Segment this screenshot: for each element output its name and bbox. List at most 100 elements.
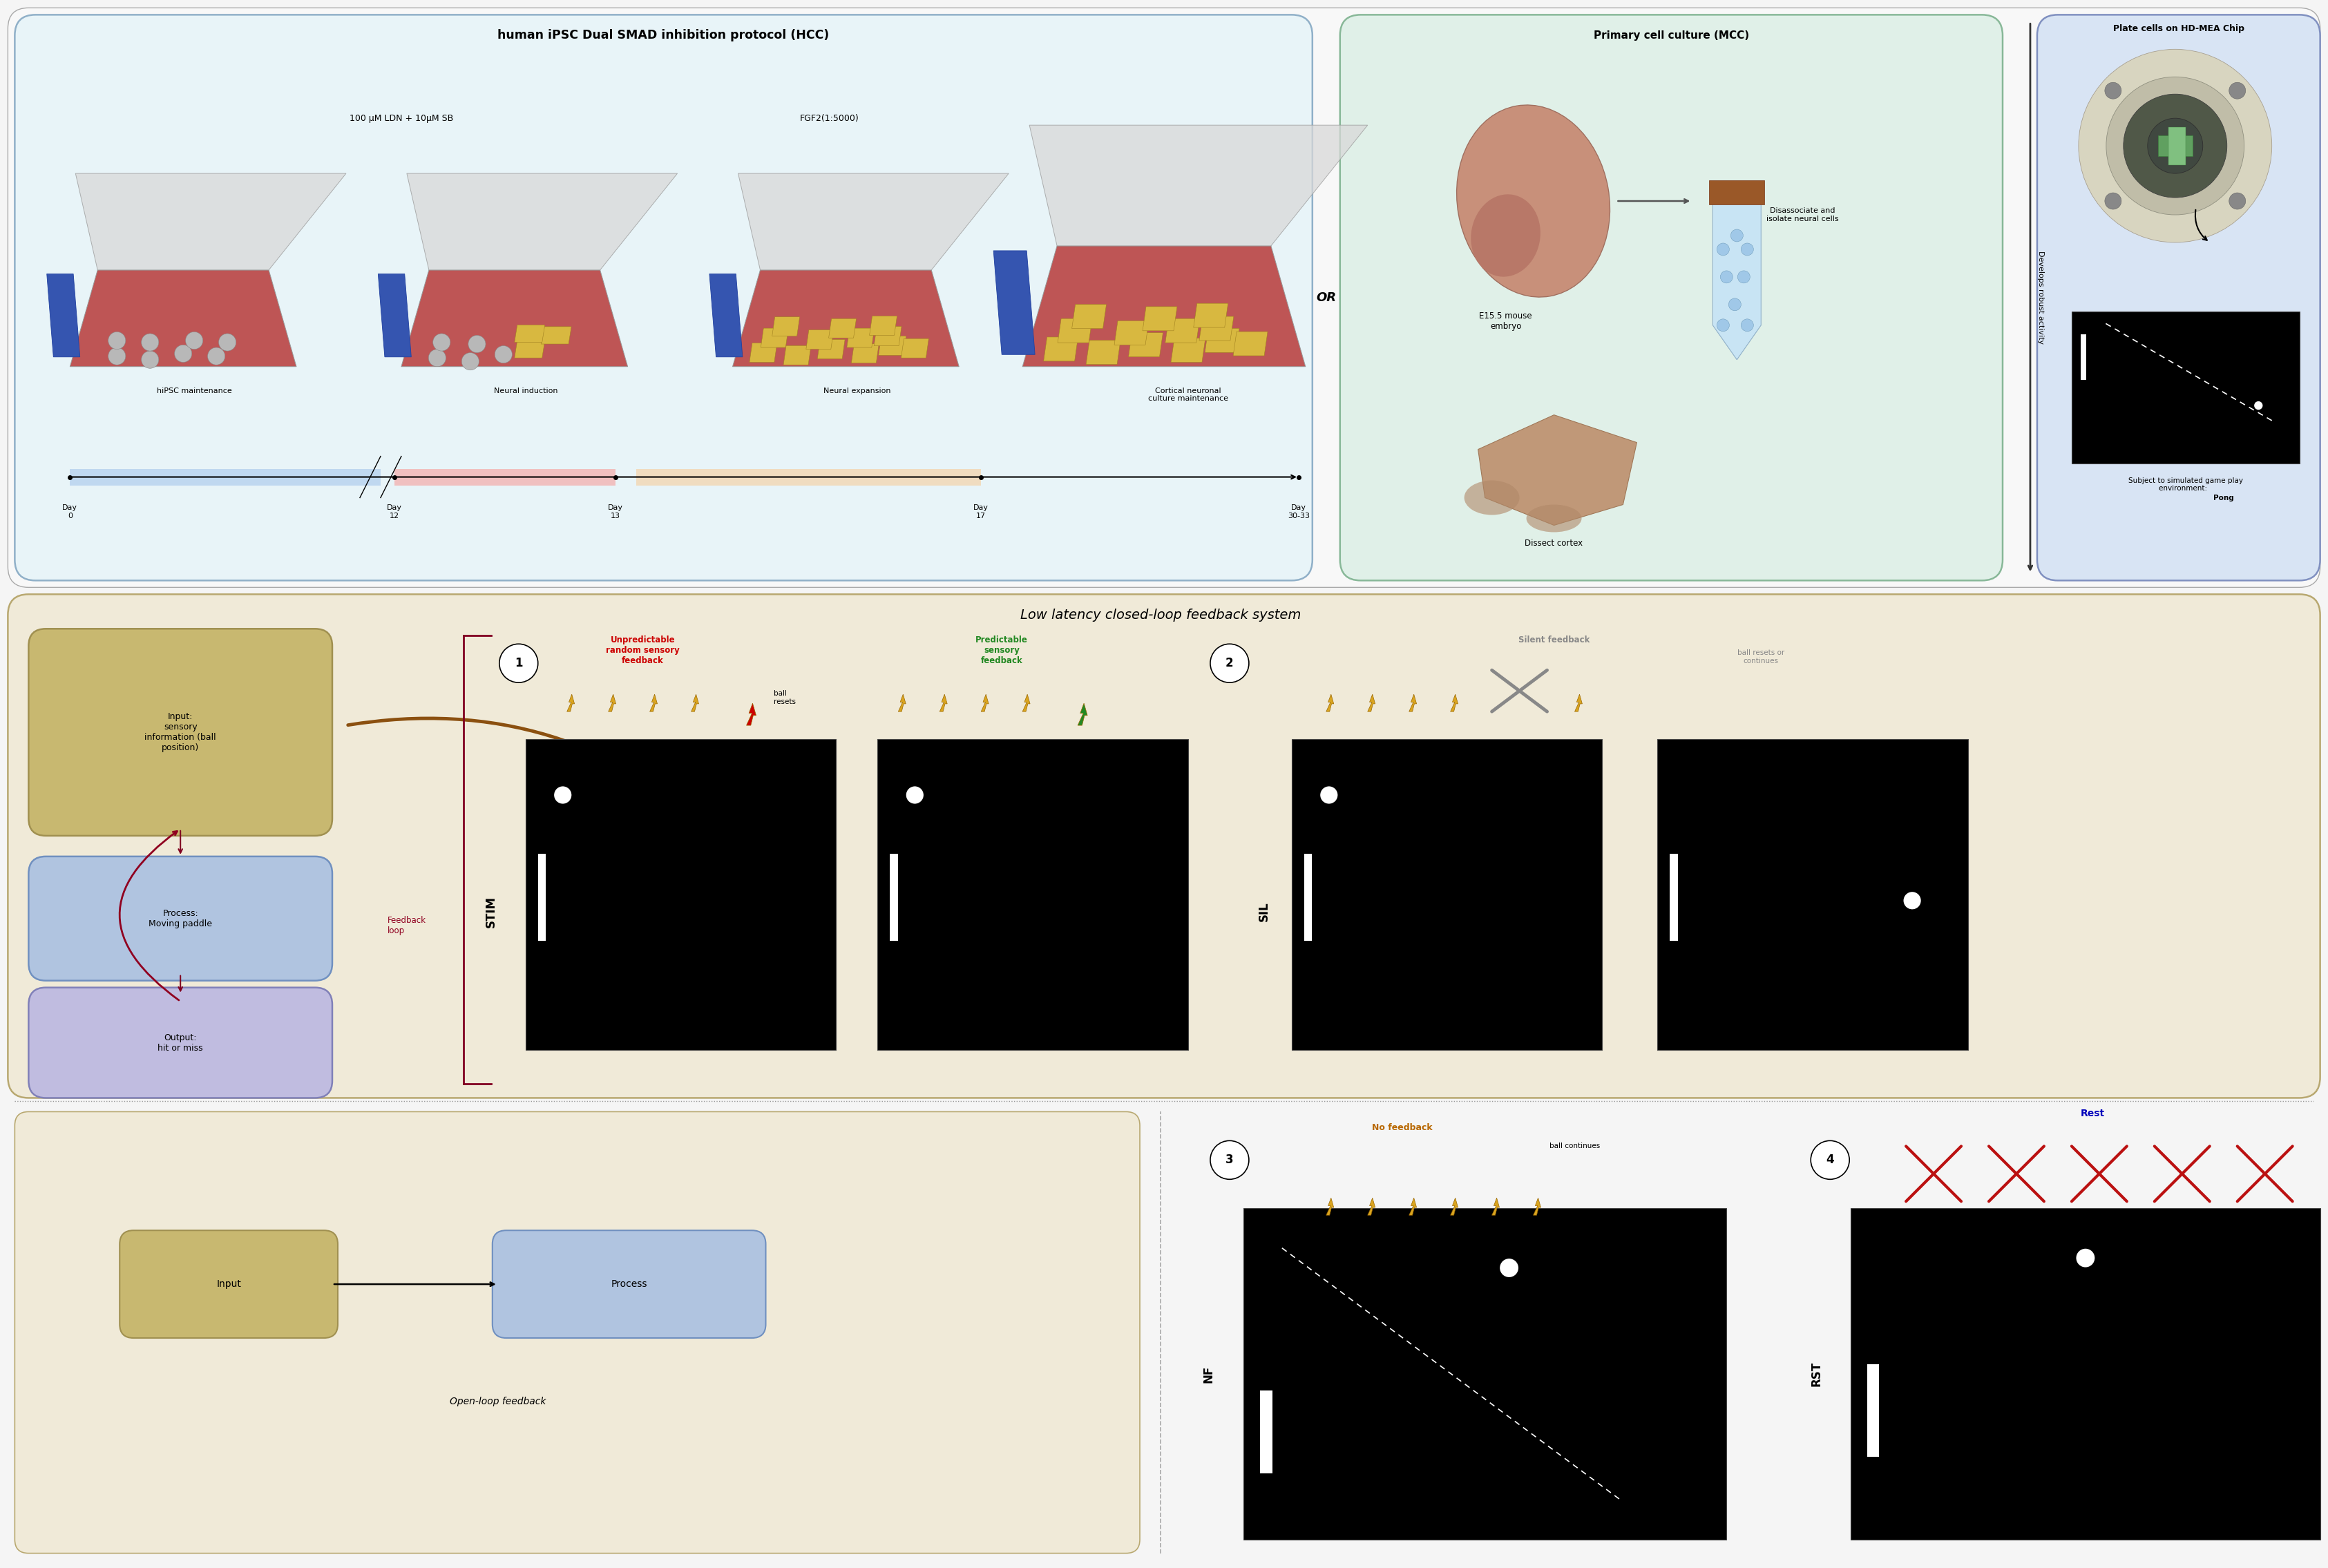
Circle shape bbox=[906, 786, 924, 804]
FancyBboxPatch shape bbox=[7, 594, 2321, 1098]
Polygon shape bbox=[608, 695, 617, 712]
Ellipse shape bbox=[1527, 505, 1581, 532]
Circle shape bbox=[1716, 318, 1730, 331]
Text: Input:
sensory
information (ball
position): Input: sensory information (ball positio… bbox=[144, 712, 217, 753]
Polygon shape bbox=[1408, 695, 1415, 712]
Circle shape bbox=[1211, 1140, 1248, 1179]
Polygon shape bbox=[1367, 695, 1376, 712]
FancyBboxPatch shape bbox=[28, 988, 333, 1098]
Polygon shape bbox=[773, 317, 801, 336]
FancyBboxPatch shape bbox=[7, 8, 2321, 588]
Circle shape bbox=[2123, 94, 2228, 198]
Circle shape bbox=[2254, 401, 2263, 409]
Text: 1: 1 bbox=[514, 657, 521, 670]
Text: Neural expansion: Neural expansion bbox=[824, 387, 892, 394]
Text: Day
0: Day 0 bbox=[63, 505, 77, 519]
Ellipse shape bbox=[1457, 105, 1611, 296]
Polygon shape bbox=[1206, 328, 1238, 353]
Text: SIL: SIL bbox=[1257, 902, 1271, 922]
Text: Neural induction: Neural induction bbox=[494, 387, 556, 394]
Text: ball resets or
continues: ball resets or continues bbox=[1737, 649, 1786, 665]
Bar bbox=[1867, 1364, 1879, 1457]
Polygon shape bbox=[994, 251, 1036, 354]
Circle shape bbox=[433, 334, 449, 351]
Polygon shape bbox=[650, 695, 656, 712]
Text: Day
30-33: Day 30-33 bbox=[1287, 505, 1311, 519]
Circle shape bbox=[142, 334, 158, 351]
Polygon shape bbox=[1367, 1198, 1376, 1215]
Polygon shape bbox=[1450, 1198, 1457, 1215]
Polygon shape bbox=[1085, 340, 1120, 364]
Circle shape bbox=[1741, 243, 1753, 256]
Polygon shape bbox=[761, 328, 789, 348]
Polygon shape bbox=[747, 704, 757, 726]
Polygon shape bbox=[980, 695, 989, 712]
Circle shape bbox=[1741, 318, 1753, 331]
Circle shape bbox=[2107, 77, 2244, 215]
Bar bbox=[1259, 1391, 1273, 1474]
Polygon shape bbox=[568, 695, 575, 712]
Polygon shape bbox=[1574, 695, 1583, 712]
Bar bbox=[538, 855, 545, 941]
Circle shape bbox=[1730, 298, 1741, 310]
Polygon shape bbox=[710, 274, 743, 358]
Text: Rest: Rest bbox=[2081, 1109, 2105, 1118]
Polygon shape bbox=[901, 339, 929, 358]
Text: Disassociate and
isolate neural cells: Disassociate and isolate neural cells bbox=[1767, 207, 1839, 223]
Text: 2: 2 bbox=[1225, 657, 1234, 670]
Polygon shape bbox=[47, 274, 79, 358]
Bar bbox=[636, 469, 980, 485]
FancyBboxPatch shape bbox=[28, 856, 333, 980]
Polygon shape bbox=[1171, 339, 1206, 362]
FancyBboxPatch shape bbox=[28, 629, 333, 836]
Bar bbox=[1709, 180, 1765, 204]
Text: hiPSC maintenance: hiPSC maintenance bbox=[156, 387, 233, 394]
Polygon shape bbox=[829, 318, 857, 339]
Text: Day
17: Day 17 bbox=[973, 505, 989, 519]
Circle shape bbox=[2077, 1248, 2095, 1267]
Text: 3: 3 bbox=[1225, 1154, 1234, 1167]
Polygon shape bbox=[1450, 695, 1457, 712]
Polygon shape bbox=[407, 174, 677, 270]
Polygon shape bbox=[1129, 332, 1164, 358]
Polygon shape bbox=[1327, 1198, 1334, 1215]
Bar bbox=[2072, 312, 2300, 463]
Polygon shape bbox=[873, 326, 901, 347]
Text: Unpredictable
random sensory
feedback: Unpredictable random sensory feedback bbox=[605, 635, 680, 665]
Text: NF: NF bbox=[1204, 1366, 1215, 1383]
Bar bbox=[1851, 1209, 2321, 1540]
Polygon shape bbox=[1234, 331, 1269, 356]
Polygon shape bbox=[868, 317, 896, 336]
Bar bbox=[878, 739, 1187, 1049]
Circle shape bbox=[1211, 644, 1248, 682]
Text: Day
13: Day 13 bbox=[608, 505, 624, 519]
Polygon shape bbox=[1408, 1198, 1415, 1215]
Text: No feedback: No feedback bbox=[1371, 1123, 1432, 1132]
Text: ball continues: ball continues bbox=[1550, 1143, 1599, 1149]
Bar bbox=[1304, 855, 1313, 941]
Polygon shape bbox=[738, 174, 1008, 270]
Bar bbox=[2167, 127, 2186, 165]
Polygon shape bbox=[1199, 317, 1234, 340]
Polygon shape bbox=[817, 339, 845, 359]
Text: Output:
hit or miss: Output: hit or miss bbox=[158, 1033, 203, 1052]
Circle shape bbox=[496, 347, 512, 364]
Text: OR: OR bbox=[1315, 292, 1336, 304]
Polygon shape bbox=[847, 328, 875, 348]
Polygon shape bbox=[1194, 303, 1229, 328]
Ellipse shape bbox=[1464, 480, 1520, 514]
Circle shape bbox=[2228, 193, 2247, 209]
Circle shape bbox=[142, 351, 158, 368]
Text: Process: Process bbox=[610, 1279, 647, 1289]
Polygon shape bbox=[1478, 416, 1637, 525]
Polygon shape bbox=[74, 174, 347, 270]
Polygon shape bbox=[878, 336, 906, 356]
Polygon shape bbox=[70, 270, 296, 367]
Text: Cortical neuronal
culture maintenance: Cortical neuronal culture maintenance bbox=[1148, 387, 1229, 403]
Polygon shape bbox=[1022, 695, 1029, 712]
Bar bbox=[1658, 739, 1967, 1049]
Bar bbox=[393, 469, 615, 485]
Polygon shape bbox=[540, 326, 570, 343]
Text: human iPSC Dual SMAD inhibition protocol (HCC): human iPSC Dual SMAD inhibition protocol… bbox=[498, 30, 829, 42]
Circle shape bbox=[175, 345, 191, 362]
